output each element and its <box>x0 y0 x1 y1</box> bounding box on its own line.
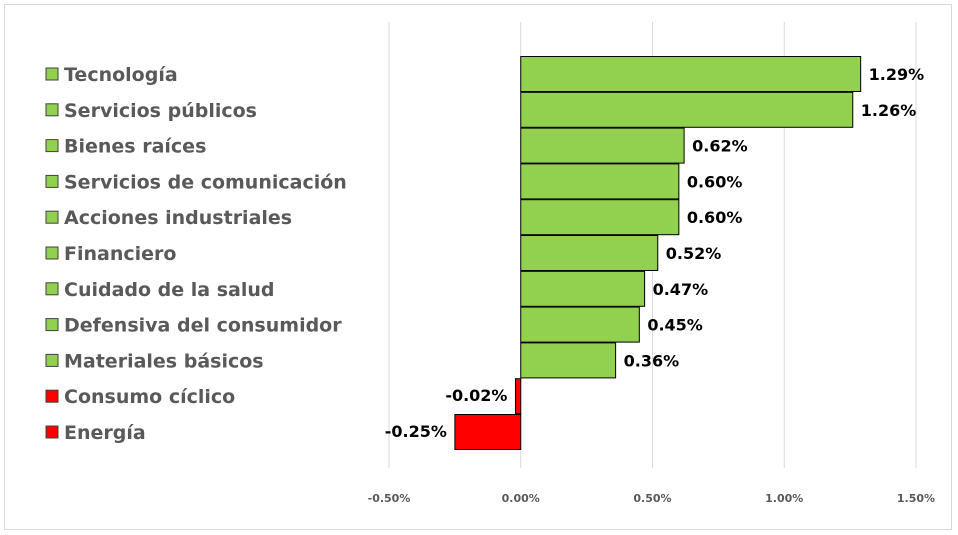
legend-swatch <box>45 67 59 81</box>
bar <box>520 163 680 200</box>
x-tick-label: 1.00% <box>765 492 803 505</box>
bar <box>520 342 617 379</box>
bar <box>520 56 862 92</box>
legend-swatch <box>45 139 59 153</box>
x-tick-label: 0.00% <box>502 492 540 505</box>
x-axis-tick-labels: -0.50% 0.00% 0.50% 1.00% 1.50% <box>368 492 935 505</box>
data-label: 0.60% <box>687 172 743 191</box>
data-labels: 1.29% 1.26% 0.62% 0.60% 0.60% 0.52% 0.47% 0.45%… <box>385 65 924 441</box>
bar <box>454 414 522 450</box>
bar <box>520 127 685 164</box>
legend-label: Consumo cíclico <box>64 386 235 408</box>
data-label: -0.02% <box>445 386 507 405</box>
bar <box>514 378 522 415</box>
data-label: 0.62% <box>692 137 748 156</box>
x-tick-label: 0.50% <box>633 492 671 505</box>
x-tick-label: 1.50% <box>897 492 935 505</box>
legend-label: Servicios públicos <box>64 100 257 122</box>
data-label: 1.26% <box>861 101 917 120</box>
legend-swatch <box>45 174 59 188</box>
legend-label: Defensiva del consumidor <box>64 315 342 337</box>
legend-label: Tecnología <box>64 64 178 86</box>
data-label: -0.25% <box>385 422 447 441</box>
legend-swatch <box>45 282 59 296</box>
legend: Tecnología Servicios públicos Bienes raíce… <box>45 64 347 444</box>
legend-swatch <box>45 246 59 260</box>
legend-swatch <box>45 425 59 439</box>
legend-label: Servicios de comunicación <box>64 171 347 193</box>
data-label: 0.60% <box>687 208 743 227</box>
data-label: 0.36% <box>624 351 680 370</box>
legend-label: Financiero <box>64 243 176 265</box>
bar <box>520 235 659 271</box>
bars <box>454 56 862 450</box>
bar <box>520 270 646 307</box>
data-label: 0.45% <box>647 316 703 335</box>
data-label: 0.52% <box>666 244 722 263</box>
legend-label: Bienes raíces <box>64 136 206 158</box>
legend-swatch <box>45 318 59 332</box>
data-label: 0.47% <box>653 280 709 299</box>
legend-swatch <box>45 103 59 117</box>
legend-swatch <box>45 389 59 403</box>
legend-label: Materiales básicos <box>64 350 264 372</box>
legend-label: Cuidado de la salud <box>64 279 275 301</box>
legend-label: Acciones industriales <box>64 207 292 229</box>
legend-swatch <box>45 353 59 367</box>
x-tick-label: -0.50% <box>368 492 411 505</box>
data-label: 1.29% <box>869 65 925 84</box>
bar <box>520 91 854 128</box>
legend-swatch <box>45 210 59 224</box>
bar <box>520 199 680 236</box>
legend-label: Energía <box>64 422 146 444</box>
bar <box>520 306 640 343</box>
